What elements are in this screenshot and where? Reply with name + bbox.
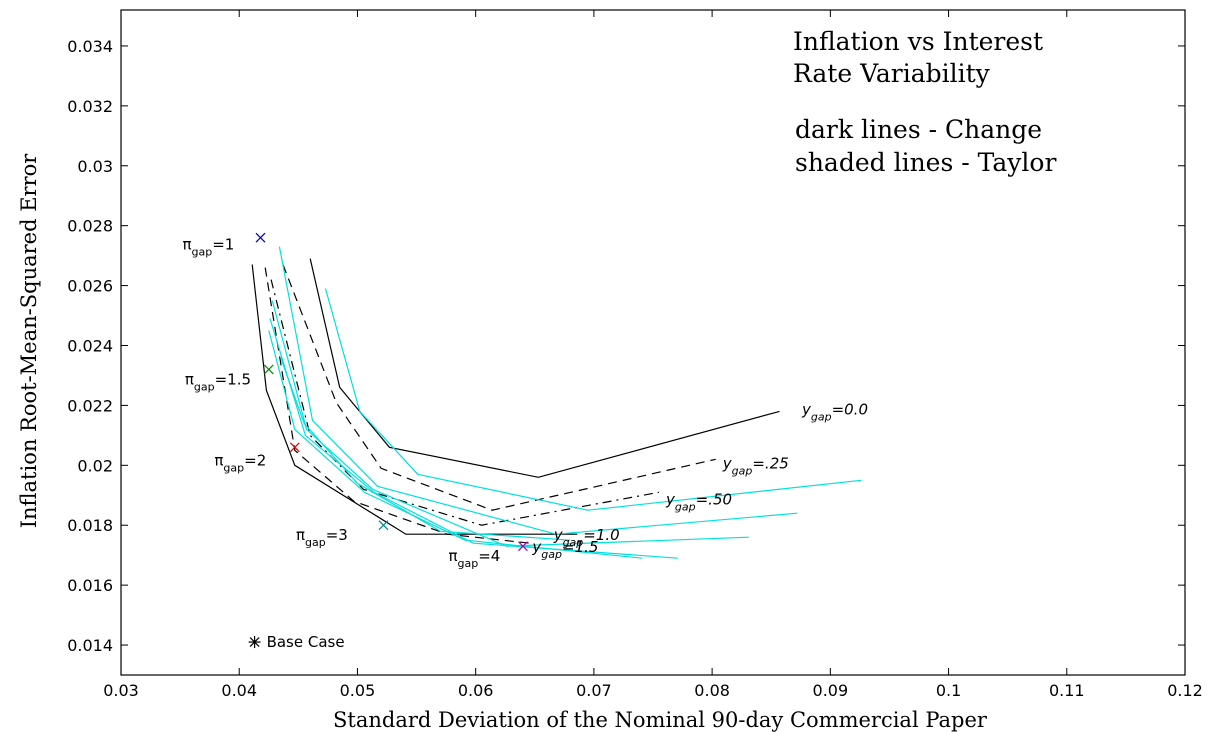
x-tick-label: 0.11 <box>1049 681 1085 700</box>
x-marker <box>289 442 300 453</box>
y-gap-label: ygap=.25 <box>722 454 789 477</box>
axis-ticks: 0.03 0.04 0.05 0.06 0.07 0.08 0.09 0.1 0.11 0.12 0… <box>67 10 1203 700</box>
note-title-line1: Inflation vs Interest <box>793 27 1043 56</box>
marker-stroke <box>378 520 389 531</box>
x-axis-label: Standard Deviation of the Nominal 90-day… <box>333 708 988 732</box>
pi-gap-label: πgap=3 <box>296 526 348 549</box>
x-tick-label: 0.09 <box>813 681 849 700</box>
plot-frame <box>120 9 1186 676</box>
note-title-line2: Rate Variability <box>793 59 991 88</box>
y-tick-label: 0.032 <box>67 97 113 116</box>
change-line <box>264 267 531 544</box>
note-legend-line2: shaded lines - Taylor <box>795 148 1056 177</box>
y-tick-label: 0.02 <box>77 456 113 475</box>
x-marker <box>255 232 266 243</box>
series-group <box>251 246 862 559</box>
y-gap-label: ygap=0.0 <box>801 400 868 423</box>
taylor-line <box>280 357 571 541</box>
x-tick-label: 0.06 <box>458 681 494 700</box>
y-tick-label: 0.03 <box>77 157 113 176</box>
y-tick-label: 0.034 <box>67 37 113 56</box>
y-tick-label: 0.014 <box>67 636 113 655</box>
annotation-group: πgap=1 πgap=1.5 πgap=2 πgap=3 πgap=4 ygap=0.0… <box>182 236 868 651</box>
marker-stroke <box>289 442 300 453</box>
taylor-line <box>324 288 862 511</box>
x-marker <box>263 364 274 375</box>
taylor-line <box>271 300 749 547</box>
y-axis-label: Inflation Root-Mean-Squared Error <box>17 153 41 529</box>
x-tick-label: 0.08 <box>694 681 730 700</box>
x-tick-label: 0.05 <box>340 681 376 700</box>
pi-gap-label: πgap=1.5 <box>185 370 251 393</box>
pi-gap-label: πgap=1 <box>182 236 234 259</box>
y-tick-label: 0.016 <box>67 576 113 595</box>
note-legend-line1: dark lines - Change <box>795 115 1042 144</box>
change-line <box>270 279 660 526</box>
x-marker <box>518 541 528 552</box>
taylor-line <box>278 246 798 535</box>
change-line <box>309 258 780 478</box>
y-tick-label: 0.028 <box>67 217 113 236</box>
change-line <box>282 264 716 511</box>
x-tick-label: 0.12 <box>1167 681 1203 700</box>
marker-stroke <box>255 232 266 243</box>
change-line <box>251 264 578 535</box>
x-marker <box>378 520 389 531</box>
marker-group <box>248 232 528 649</box>
y-tick-label: 0.026 <box>67 277 113 296</box>
y-gap-label: ygap=1.0 <box>553 526 620 549</box>
pi-gap-label: πgap=2 <box>214 451 266 474</box>
x-tick-label: 0.04 <box>221 681 257 700</box>
taylor-line <box>268 330 643 559</box>
base-case-marker <box>248 636 261 649</box>
y-tick-label: 0.024 <box>67 336 113 355</box>
pi-gap-label: πgap=4 <box>448 547 500 570</box>
x-tick-label: 0.07 <box>576 681 612 700</box>
marker-stroke <box>518 541 528 552</box>
y-tick-label: 0.022 <box>67 396 113 415</box>
marker-stroke <box>263 364 274 375</box>
y-tick-label: 0.018 <box>67 516 113 535</box>
x-tick-label: 0.1 <box>936 681 961 700</box>
y-gap-label: ygap=.50 <box>665 490 732 513</box>
x-tick-label: 0.03 <box>103 681 139 700</box>
base-case-label: Base Case <box>267 633 345 651</box>
y-gap-label: ygap=1.5 <box>531 538 598 561</box>
